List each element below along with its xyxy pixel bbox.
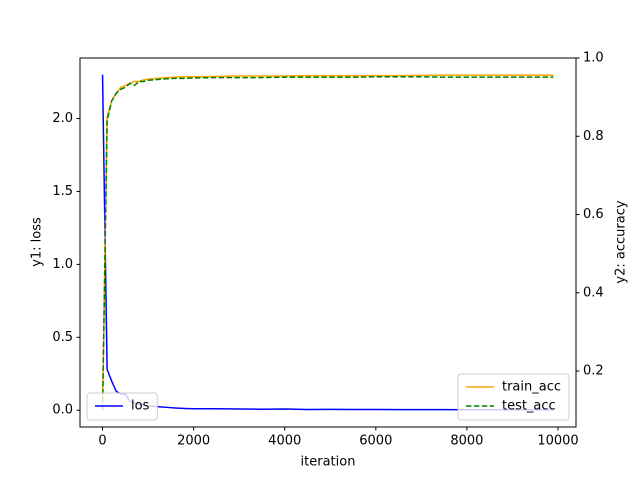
legend-label: test_acc: [502, 399, 556, 414]
x-tick-label: 8000: [450, 434, 483, 449]
legend: los: [86, 392, 158, 421]
y2-tick-label: 0.4: [583, 285, 604, 300]
plot-frame: [79, 57, 577, 428]
legend: train_acc test_acc: [457, 373, 570, 421]
line: [101, 74, 554, 411]
y2-tick-label: 0.8: [583, 129, 604, 144]
y2-tick-label: 0.6: [583, 207, 604, 222]
y2-tick-label: 0.2: [583, 364, 604, 379]
legend-box: [457, 373, 570, 421]
x-tick-label: 6000: [359, 434, 392, 449]
legend-label: los: [131, 399, 150, 414]
y-axis-label: y1: loss: [30, 217, 45, 267]
legend-label: train_acc: [502, 380, 561, 395]
y-tick-label: 1.0: [52, 257, 73, 272]
y-tick-label: 0.0: [52, 403, 73, 418]
y-tick-label: 0.5: [52, 330, 73, 345]
line: [101, 76, 554, 411]
x-axis-label: iteration: [301, 455, 356, 470]
y2-tick-label: 1.0: [583, 51, 604, 66]
x-tick-label: 10000: [537, 434, 578, 449]
line: [101, 74, 554, 411]
x-tick-label: 0: [98, 434, 106, 449]
y-tick-label: 1.5: [52, 184, 73, 199]
x-tick-label: 2000: [177, 434, 210, 449]
y2-axis-label: y2: accuracy: [614, 200, 629, 283]
x-tick-label: 4000: [268, 434, 301, 449]
y-tick-label: 2.0: [52, 111, 73, 126]
